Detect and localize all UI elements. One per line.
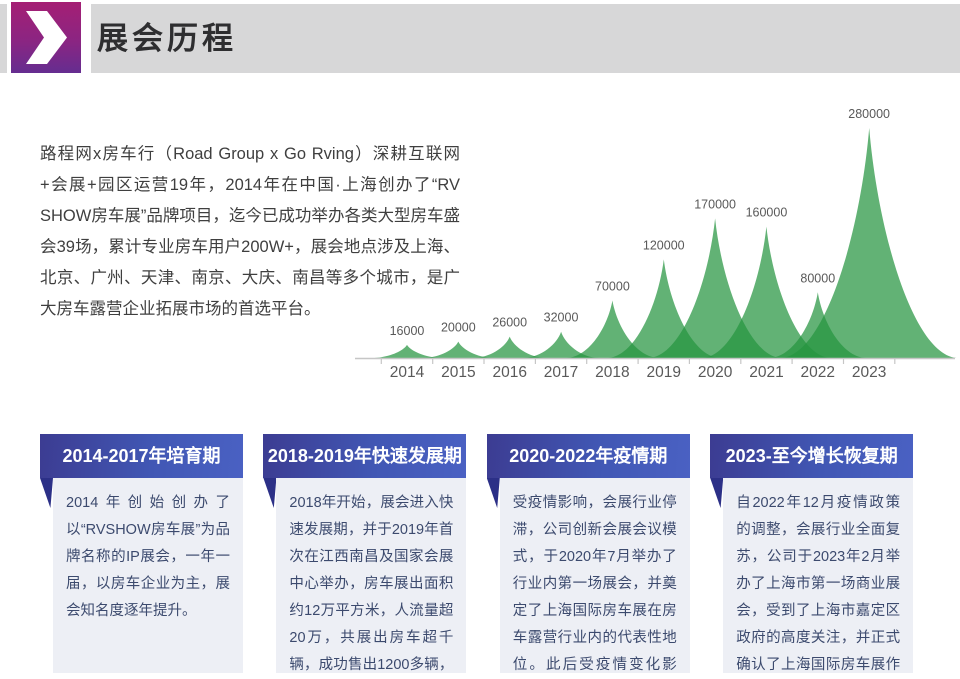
phase-card-title-banner: 2023-至今增长恢复期 [710,434,914,478]
phase-card-body: 受疫情影响，会展行业停滞，公司创新会展会议模式，于2020年7月举办了行业内第一… [499,478,690,673]
area-peak [566,300,659,358]
phase-card-body-text: 自2022年12月疫情政策的调整，会展行业全面复苏，公司于2023年2月举办了上… [736,495,901,673]
page-title: 展会历程 [97,21,237,56]
ribbon-fold [40,478,53,508]
phase-card-title: 2023-至今增长恢复期 [725,446,898,466]
year-label: 2016 [492,364,526,381]
phase-card-title: 2018-2019年快速发展期 [267,446,462,466]
intro-paragraph: 路程网x房车行（Road Group x Go Rving）深耕互联网+会展+园… [40,145,460,318]
phase-card: 2023-至今增长恢复期 自2022年12月疫情政策的调整，会展行业全面复苏，公… [710,434,914,673]
value-label: 280000 [848,107,890,121]
phase-card-title: 2020-2022年疫情期 [509,446,668,466]
value-label: 70000 [595,280,630,294]
ribbon-fold [263,478,277,508]
ribbon-fold [486,478,500,508]
area-peak [472,336,547,358]
value-label: 160000 [746,206,788,220]
phase-card-body: 2018年开始，展会进入快速发展期，并于2019年首次在江西南昌及国家会展中心举… [276,478,467,673]
area-peak [422,341,495,358]
phase-card-title-banner: 2020-2022年疫情期 [486,434,690,478]
area-peak [522,331,600,358]
phase-card: 2018-2019年快速发展期 2018年开始，展会进入快速发展期，并于2019… [263,434,467,673]
phase-card-body-text: 受疫情影响，会展行业停滞，公司创新会展会议模式，于2020年7月举办了行业内第一… [512,495,677,673]
value-label: 32000 [544,311,579,325]
phase-card-body-text: 2018年开始，展会进入快速发展期，并于2019年首次在江西南昌及国家会展中心举… [289,495,454,673]
phase-card-title-banner: 2014-2017年培育期 [40,434,243,478]
year-label: 2020 [698,364,733,381]
chevron-right-icon [26,11,67,64]
year-label: 2014 [390,364,425,381]
value-label: 26000 [492,316,527,330]
value-label: 80000 [800,271,835,285]
area-peak [608,259,720,358]
phase-card-body: 2014年创始创办了以“RVSHOW房车展”为品牌名称的IP展会，一年一届，以房… [53,478,243,673]
value-label: 20000 [441,321,476,335]
year-label: 2022 [801,364,835,381]
visitor-scale-chart: 16000 2014 20000 2015 26000 2016 32000 2017 7000… [355,107,957,381]
area-peak [371,344,443,358]
value-label: 120000 [643,238,685,252]
value-label: 16000 [390,324,425,338]
area-peak [649,218,781,358]
header-banner: 展会历程 [0,4,960,73]
area-peak [702,226,830,358]
ribbon-fold [710,478,724,508]
logo [7,0,91,77]
phase-card-title-banner: 2018-2019年快速发展期 [263,434,467,478]
phase-card-body-text: 2014年创始创办了以“RVSHOW房车展”为品牌名称的IP展会，一年一届，以房… [66,495,230,619]
phase-card-title: 2014-2017年培育期 [62,446,221,466]
phase-card: 2020-2022年疫情期 受疫情影响，会展行业停滞，公司创新会展会议模式，于2… [486,434,690,673]
phase-card-body: 自2022年12月疫情政策的调整，会展行业全面复苏，公司于2023年2月举办了上… [723,478,914,673]
phase-card: 2014-2017年培育期 2014年创始创办了以“RVSHOW房车展”为品牌名… [40,434,243,673]
area-peak [770,292,866,358]
year-label: 2017 [544,364,578,381]
year-label: 2018 [595,364,629,381]
year-label: 2019 [647,364,681,381]
year-label: 2023 [852,364,886,381]
logo-square [11,2,81,73]
value-label: 170000 [694,197,736,211]
year-label: 2015 [441,364,475,381]
year-label: 2021 [749,364,783,381]
area-peak [782,128,957,358]
